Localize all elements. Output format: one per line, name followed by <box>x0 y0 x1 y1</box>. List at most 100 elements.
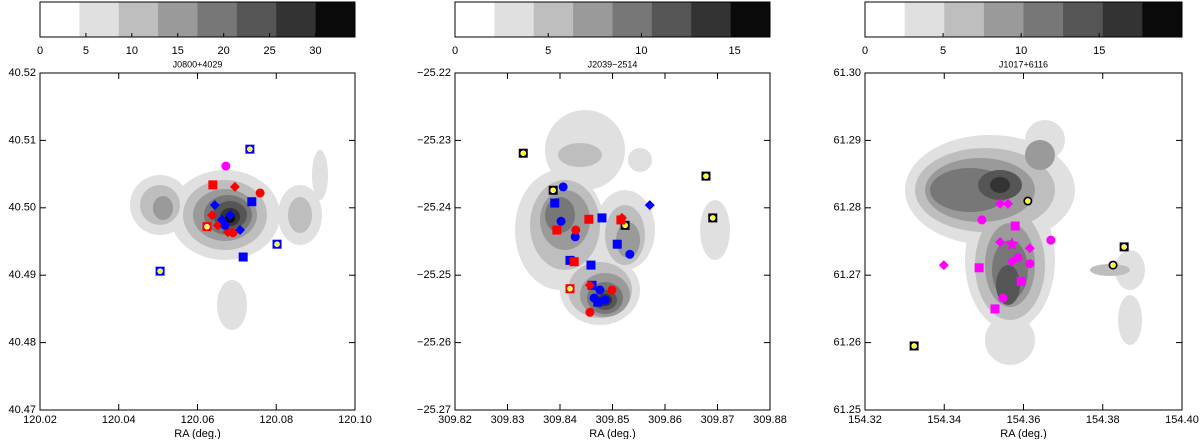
marker-square <box>612 239 622 249</box>
marker-diamond <box>229 181 240 192</box>
marker-circle <box>585 307 595 317</box>
marker-diamond <box>207 210 218 221</box>
marker-dot <box>158 269 163 274</box>
marker-circle <box>220 220 230 230</box>
y-tick-label: 40.47 <box>8 404 36 416</box>
colorbar-tick-label: 0 <box>452 45 458 57</box>
y-tick-label: −25.27 <box>417 404 451 416</box>
marker-square <box>550 198 560 208</box>
marker-square <box>597 213 607 223</box>
marker-square <box>569 257 579 267</box>
x-tick-label: 154.38 <box>1086 414 1120 426</box>
colorbar-band <box>455 2 495 37</box>
y-tick-label: 61.25 <box>833 404 861 416</box>
colorbar-tick-label: 20 <box>218 45 230 57</box>
colorbar-band <box>315 2 356 37</box>
y-tick-label: −25.22 <box>417 67 451 79</box>
marker-dot <box>567 286 572 291</box>
marker-square <box>990 304 1000 314</box>
colorbar-band <box>40 2 80 37</box>
contour <box>1118 295 1142 345</box>
x-tick-label: 309.87 <box>701 414 735 426</box>
colorbar-tick-label: 5 <box>83 45 89 57</box>
marker-diamond <box>995 198 1006 209</box>
contour <box>990 177 1010 193</box>
marker-circle <box>221 161 231 171</box>
marker-circle <box>571 225 581 235</box>
panel: 0 5 10 15 J1017+6116 RA (deg.) 154.32 154.34 154… <box>833 1 1199 440</box>
marker-dot <box>912 343 917 348</box>
contour <box>217 280 247 330</box>
marker-circle <box>558 182 568 192</box>
marker-circle <box>998 293 1008 303</box>
contour <box>558 143 602 167</box>
marker-square <box>974 263 984 273</box>
colorbar-frame <box>864 1 1183 38</box>
x-tick-label: 309.84 <box>543 414 577 426</box>
y-tick-label: 61.29 <box>833 134 861 146</box>
colorbar-band <box>1142 2 1183 37</box>
marker-diamond <box>235 225 246 236</box>
colorbar-band <box>1023 2 1064 37</box>
colorbar-band <box>276 2 317 37</box>
y-tick-label: 61.30 <box>833 67 861 79</box>
marker-dot <box>204 224 209 229</box>
y-tick-label: −25.23 <box>417 134 451 146</box>
y-tick-label: −25.26 <box>417 337 451 349</box>
marker-diamond <box>225 210 236 221</box>
marker-circle <box>1025 259 1035 269</box>
colorbar-band <box>158 2 198 37</box>
colorbar-band <box>612 2 653 37</box>
colorbar-tick-label: 25 <box>263 45 275 57</box>
colorbar-tick-label: 10 <box>1015 45 1027 57</box>
colorbar-frame <box>39 1 356 38</box>
colorbar-tick-label: 10 <box>126 45 138 57</box>
marker-circle <box>1013 253 1023 263</box>
marker-diamond <box>995 237 1006 248</box>
colorbar-band <box>1102 2 1143 37</box>
x-axis-label: RA (deg.) <box>589 428 635 439</box>
y-tick-label: 40.48 <box>8 337 36 349</box>
colorbar-band <box>197 2 238 37</box>
marker-diamond <box>938 260 949 271</box>
colorbar-band <box>236 2 277 37</box>
marker-square <box>238 252 248 262</box>
marker-star <box>1004 236 1020 251</box>
x-tick-label: 120.10 <box>338 414 372 426</box>
y-tick-label: 40.50 <box>8 202 36 214</box>
colorbar-band <box>651 2 692 37</box>
marker-diamond <box>584 280 595 291</box>
contour <box>153 196 173 220</box>
contour <box>616 222 640 258</box>
marker-square <box>584 214 594 224</box>
colorbar-tick-label: 15 <box>728 45 740 57</box>
colorbar-tick-label: 15 <box>172 45 184 57</box>
colorbar-band <box>118 2 159 37</box>
colorbar-band <box>944 2 985 37</box>
x-axis-label: RA (deg.) <box>174 428 220 439</box>
x-tick-label: 120.02 <box>23 414 57 426</box>
marker-square <box>208 180 218 190</box>
x-tick-label: 309.83 <box>491 414 525 426</box>
contours <box>130 150 328 330</box>
marker-circle <box>600 295 610 305</box>
contour <box>1090 264 1130 276</box>
marker-diamond <box>616 212 627 223</box>
colorbar-band <box>494 2 535 37</box>
colorbar-tick-label: 5 <box>940 45 946 57</box>
marker-dot <box>1025 199 1030 204</box>
marker-dot <box>521 151 526 156</box>
marker-square <box>593 297 603 307</box>
marker-dot <box>275 242 280 247</box>
x-axis-label: RA (deg.) <box>1000 428 1046 439</box>
marker-dot <box>551 188 556 193</box>
colorbar-band <box>1063 2 1104 37</box>
colorbar-band <box>79 2 120 37</box>
marker-circle <box>228 228 238 238</box>
marker-circle <box>570 232 580 242</box>
marker-dot <box>247 147 252 152</box>
marker-square <box>552 225 562 235</box>
colorbar-tick-label: 0 <box>37 45 43 57</box>
marker-diamond <box>1024 243 1035 254</box>
